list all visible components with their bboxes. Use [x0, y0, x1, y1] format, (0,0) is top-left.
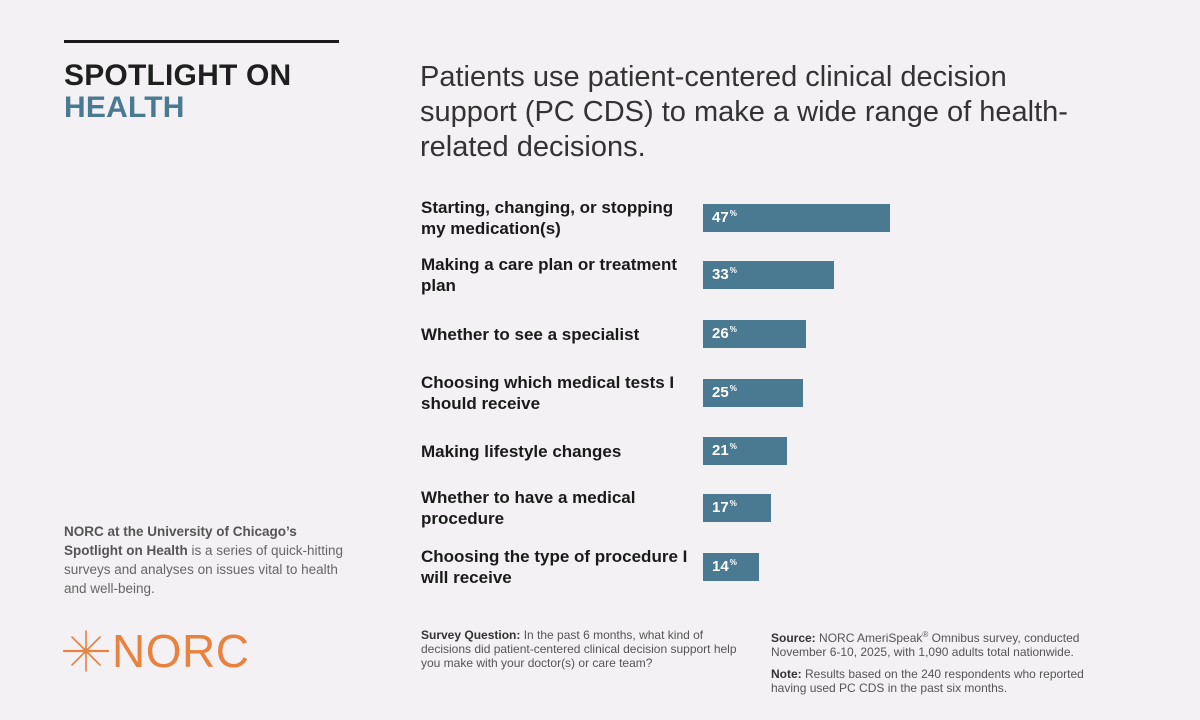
- category-label: Making a care plan or treatment plan: [421, 255, 678, 295]
- source-text-1: NORC AmeriSpeak: [815, 631, 923, 645]
- spotlight-title-line1: SPOTLIGHT ON: [64, 59, 292, 92]
- spotlight-title-line2: HEALTH: [64, 91, 185, 124]
- category-label: Whether to have a medical procedure: [421, 488, 636, 528]
- spotlight-title: SPOTLIGHT ON HEALTH: [64, 60, 291, 124]
- survey-question: Survey Question: In the past 6 months, w…: [421, 628, 741, 670]
- bar-value-number: 47: [712, 209, 729, 226]
- category-label: Whether to see a specialist: [421, 324, 640, 344]
- norc-logo: NORC: [62, 626, 249, 676]
- bar-value-label: 33%: [712, 261, 737, 289]
- percent-sign: %: [729, 266, 737, 275]
- bar-value-label: 25%: [712, 379, 737, 407]
- bar-value-label: 21%: [712, 437, 737, 465]
- percent-sign: %: [729, 558, 737, 567]
- survey-question-text: In the past 6 months, what kind of decis…: [421, 628, 737, 670]
- source-label: Source:: [771, 631, 816, 645]
- norc-wordmark: NORC: [112, 625, 250, 677]
- bar-value-number: 25: [712, 384, 729, 401]
- bar: [703, 261, 835, 289]
- category-label: Choosing which medical tests I should re…: [421, 373, 675, 413]
- bar-value-label: 14%: [712, 553, 737, 581]
- bar-value-number: 21: [712, 442, 729, 459]
- bar: [703, 204, 891, 232]
- bar-value-number: 14: [712, 558, 729, 575]
- note-label: Note:: [771, 667, 802, 681]
- bar: [703, 320, 807, 348]
- percent-sign: %: [729, 442, 737, 451]
- note-text: Results based on the 240 respondents who…: [771, 667, 1084, 695]
- category-label: Making lifestyle changes: [421, 441, 622, 461]
- norc-star-icon: [62, 630, 110, 672]
- top-rule: [64, 40, 339, 43]
- bar: [703, 553, 759, 581]
- registered-mark: ®: [922, 630, 929, 639]
- percent-sign: %: [729, 325, 737, 334]
- bar-chart: 47% 33% 26% 25% 21% 17% 14%: [703, 0, 1103, 600]
- bar-value-number: 17: [712, 499, 729, 516]
- percent-sign: %: [729, 384, 737, 393]
- bar: [703, 379, 803, 407]
- category-label: Starting, changing, or stopping my medic…: [421, 198, 674, 238]
- percent-sign: %: [729, 209, 737, 218]
- bar-value-number: 26: [712, 325, 729, 342]
- about-rest: is a series of quick-hitting surveys and…: [64, 543, 344, 596]
- bar: [703, 437, 787, 465]
- category-label: Choosing the type of procedure I will re…: [421, 547, 688, 587]
- bar: [703, 494, 771, 522]
- about-text: NORC at the University of Chicago’s Spot…: [64, 522, 344, 598]
- survey-question-label: Survey Question:: [421, 628, 521, 642]
- percent-sign: %: [729, 499, 737, 508]
- results-note: Note: Results based on the 240 responden…: [771, 667, 1111, 695]
- chart-headline: Patients use patient-centered clinical d…: [420, 61, 1068, 163]
- bar-value-label: 47%: [712, 204, 737, 232]
- bar-value-number: 33: [712, 266, 729, 283]
- source-text-2: Omnibus survey, conducted November 6-10,…: [771, 631, 1080, 659]
- bar-value-label: 17%: [712, 494, 737, 522]
- about-bold: NORC at the University of Chicago’s Spot…: [64, 524, 297, 558]
- bar-value-label: 26%: [712, 320, 737, 348]
- source-note: Source: NORC AmeriSpeak® Omnibus survey,…: [771, 628, 1111, 659]
